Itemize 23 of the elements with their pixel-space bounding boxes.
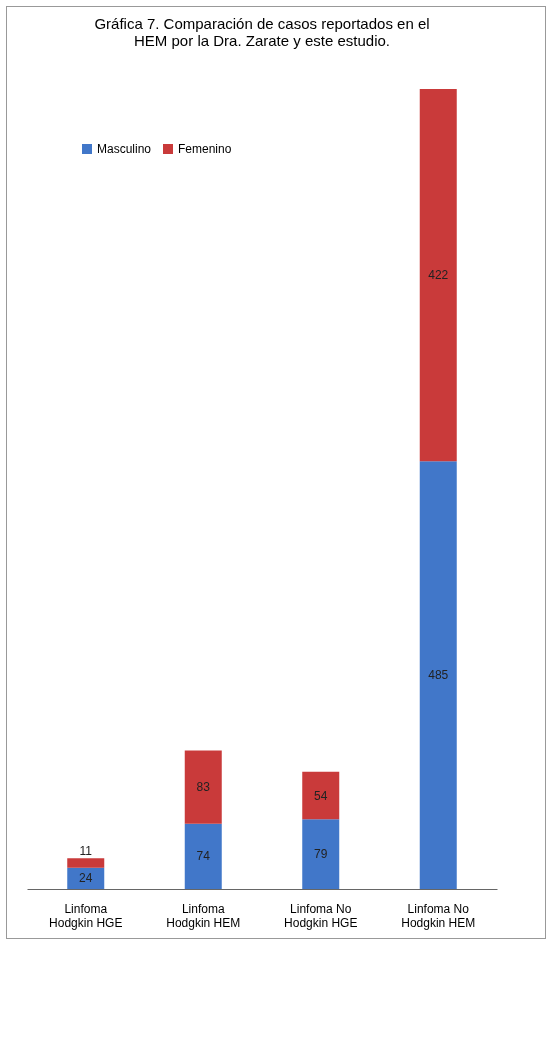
bar [184,823,222,889]
data-label: 79 [314,847,328,862]
x-tick-label: Linfoma Hodgkin HGE [49,901,123,930]
bar [67,867,105,889]
chart-title: Gráfica 7. Comparación de casos reportados en el HEM por la Dra. Zarate y este estudio. [94,15,430,49]
x-tick-label: Linfoma No Hodgkin HGE [284,901,358,930]
data-label: 54 [314,788,328,803]
data-label: 422 [428,268,449,283]
data-label: 11 [79,844,93,859]
data-label: 83 [196,780,211,795]
data-label: 74 [196,849,211,864]
data-label: 485 [428,668,449,683]
legend-label: Masculino [97,142,152,156]
x-tick-label: Linfoma No Hodgkin HEM [401,901,476,930]
bar [302,819,340,889]
data-label: 24 [79,871,93,886]
legend-label: Femenino [178,142,232,156]
bar [419,461,457,889]
bar [184,750,222,824]
x-tick-label: Linfoma Hodgkin HEM [166,901,241,930]
bar [302,771,340,820]
bar [419,89,457,462]
bar [67,858,105,868]
